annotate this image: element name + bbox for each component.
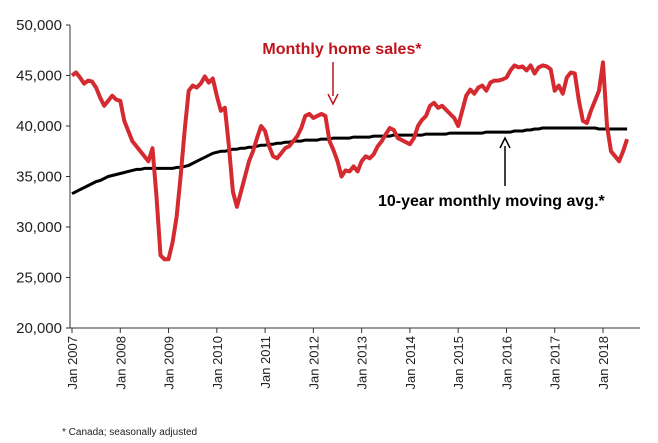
y-tick-label: 40,000: [16, 118, 62, 135]
y-tick-label: 25,000: [16, 270, 62, 287]
y-tick-label: 45,000: [16, 68, 62, 85]
y-tick-label: 30,000: [16, 219, 62, 236]
x-tick-label: Jan 2008: [113, 336, 128, 390]
x-tick-label: Jan 2012: [306, 336, 321, 390]
x-tick-label: Jan 2011: [258, 336, 273, 389]
y-tick-label: 20,000: [16, 320, 62, 337]
x-tick-label: Jan 2007: [65, 336, 80, 390]
arrow-head-sales: [327, 93, 339, 106]
x-tick-label: Jan 2018: [596, 336, 611, 390]
y-tick-label: 50,000: [16, 17, 62, 34]
y-tick-label: 35,000: [16, 169, 62, 186]
x-tick-label: Jan 2016: [499, 336, 514, 390]
arrow-head-average: [499, 136, 511, 149]
x-tick-label: Jan 2013: [355, 336, 370, 390]
series-line: [70, 60, 630, 262]
annotation-sales: Monthly home sales*: [262, 41, 422, 58]
x-tick-label: Jan 2009: [162, 336, 177, 390]
footnote: * Canada; seasonally adjusted: [62, 427, 197, 438]
x-tick-label: Jan 2014: [403, 336, 418, 390]
x-tick-label: Jan 2010: [210, 336, 225, 390]
series-line: [71, 126, 628, 196]
x-tick-label: Jan 2017: [548, 336, 563, 390]
x-tick-label: Jan 2015: [451, 336, 466, 390]
annotation-average: 10-year monthly moving avg.*: [378, 193, 606, 210]
